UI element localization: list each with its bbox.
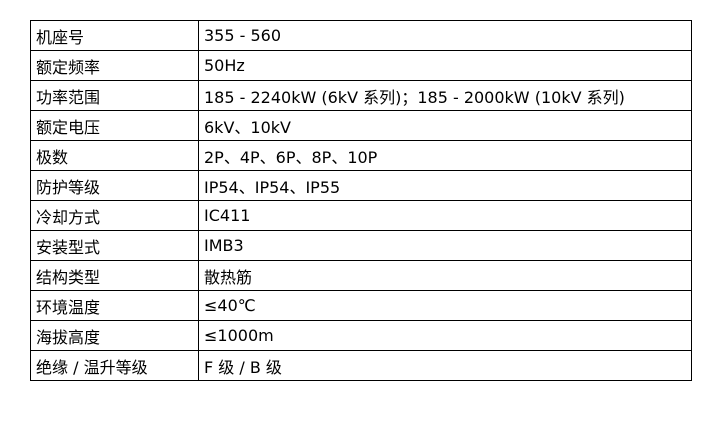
- spec-table: 机座号 355 - 560 额定频率 50Hz 功率范围 185 - 2240kW (6k…: [30, 20, 692, 381]
- spec-label: 功率范围: [30, 80, 199, 111]
- spec-value: 185 - 2240kW (6kV 系列)；185 - 2000kW (10kV…: [198, 80, 692, 111]
- spec-label: 结构类型: [30, 260, 199, 291]
- spec-label: 冷却方式: [30, 200, 199, 231]
- spec-label: 海拔高度: [30, 320, 199, 351]
- spec-label: 防护等级: [30, 170, 199, 201]
- table-row: 绝缘 / 温升等级 F 级 / B 级: [30, 350, 692, 381]
- spec-value: IC411: [198, 200, 692, 231]
- spec-label: 绝缘 / 温升等级: [30, 350, 199, 381]
- spec-label: 极数: [30, 140, 199, 171]
- spec-value: IMB3: [198, 230, 692, 261]
- table-row: 额定电压 6kV、10kV: [30, 110, 692, 141]
- table-row: 安装型式 IMB3: [30, 230, 692, 261]
- spec-label: 环境温度: [30, 290, 199, 321]
- table-row: 机座号 355 - 560: [30, 20, 692, 51]
- spec-value: F 级 / B 级: [198, 350, 692, 381]
- spec-value: 355 - 560: [198, 20, 692, 51]
- spec-value: 散热筋: [198, 260, 692, 291]
- spec-value: IP54、IP54、IP55: [198, 170, 692, 201]
- table-row: 冷却方式 IC411: [30, 200, 692, 231]
- table-row: 功率范围 185 - 2240kW (6kV 系列)；185 - 2000kW (…: [30, 80, 692, 111]
- spec-label: 机座号: [30, 20, 199, 51]
- spec-value: 2P、4P、6P、8P、10P: [198, 140, 692, 171]
- spec-value: ≤1000m: [198, 320, 692, 351]
- spec-value: ≤40℃: [198, 290, 692, 321]
- table-row: 额定频率 50Hz: [30, 50, 692, 81]
- spec-label: 额定电压: [30, 110, 199, 141]
- spec-label: 安装型式: [30, 230, 199, 261]
- spec-value: 6kV、10kV: [198, 110, 692, 141]
- table-row: 环境温度 ≤40℃: [30, 290, 692, 321]
- spec-label: 额定频率: [30, 50, 199, 81]
- table-row: 海拔高度 ≤1000m: [30, 320, 692, 351]
- table-row: 防护等级 IP54、IP54、IP55: [30, 170, 692, 201]
- table-row: 极数 2P、4P、6P、8P、10P: [30, 140, 692, 171]
- spec-value: 50Hz: [198, 50, 692, 81]
- table-row: 结构类型 散热筋: [30, 260, 692, 291]
